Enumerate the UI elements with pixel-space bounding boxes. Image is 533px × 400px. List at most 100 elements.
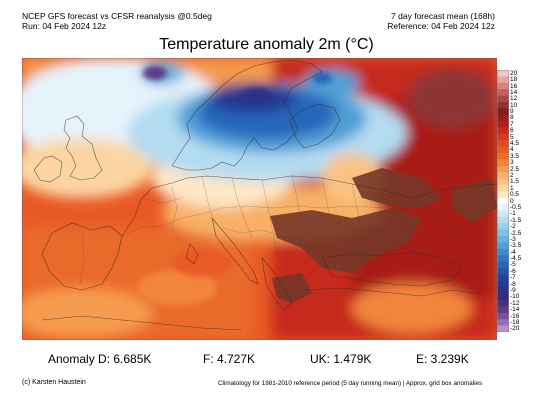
hatch-area-caucasus — [452, 178, 497, 223]
colorbar-tick-label: -7 — [510, 274, 516, 282]
colorbar-cell — [497, 95, 509, 103]
coast-great-britain — [63, 115, 103, 181]
colorbar-cell — [497, 82, 509, 90]
anomaly-uk: UK: 1.479K — [310, 352, 372, 366]
colorbar-tick-label: -1.5 — [510, 216, 522, 224]
colorbar-cell — [497, 204, 509, 211]
coast-ireland — [33, 155, 63, 183]
colorbar-cell — [497, 306, 509, 314]
colorbar-tick-label: -10 — [510, 293, 520, 301]
colorbar-tick-label: -2 — [510, 223, 516, 231]
colorbar-cell — [497, 236, 509, 243]
anomaly-map — [22, 58, 497, 340]
header-left: NCEP GFS forecast vs CFSR reanalysis @0.… — [22, 11, 212, 31]
national-borders — [79, 175, 453, 285]
colorbar-cell — [497, 248, 509, 256]
colorbar-cell — [497, 287, 509, 294]
colorbar-cell — [497, 261, 509, 269]
hatch-area-balkans — [270, 208, 422, 273]
colorbar-cell — [497, 210, 509, 218]
colorbar-cell — [497, 70, 509, 77]
colorbar-tick-label: 7 — [510, 120, 514, 128]
colorbar-tick-label: 1 — [510, 184, 514, 192]
hatch-area-greece — [272, 273, 312, 303]
colorbar-tick-label: -20 — [510, 325, 520, 333]
colorbar — [497, 70, 509, 332]
colorbar-tick-label: -9 — [510, 287, 516, 294]
colorbar-cell — [497, 229, 509, 237]
colorbar-tick-label: -4 — [510, 248, 516, 256]
run-line: Run: 04 Feb 2024 12z — [22, 21, 107, 31]
colorbar-cell — [497, 223, 509, 231]
colorbar-tick-label: -8 — [510, 280, 516, 288]
colorbar-cell — [497, 172, 509, 179]
copyright-credit: (c) Karsten Haustein — [22, 379, 86, 386]
colorbar-frame — [497, 70, 509, 332]
colorbar-cell — [497, 255, 509, 263]
coast-corsica-sardinia — [185, 243, 199, 265]
colorbar-tick-label: 10 — [510, 101, 518, 109]
colorbar-cell — [497, 127, 509, 135]
colorbar-tick-label: 14 — [510, 88, 518, 96]
coast-greece — [261, 257, 293, 311]
colorbar-cell — [497, 89, 509, 96]
colorbar-cell — [497, 101, 509, 109]
colorbar-cell — [497, 312, 509, 320]
climatology-note: Climatology for 1981-2010 reference peri… — [218, 380, 483, 387]
colorbar-tick-label: 9 — [510, 108, 514, 115]
anomaly-spain: E: 3.239K — [416, 352, 469, 366]
colorbar-cell — [497, 133, 509, 141]
colorbar-tick-label: -14 — [510, 306, 520, 314]
colorbar-cell — [497, 185, 509, 192]
strong-anomaly-hatching — [270, 168, 497, 303]
anomaly-germany: Anomaly D: 6.685K — [48, 352, 152, 366]
colorbar-cell — [497, 140, 509, 147]
coast-italy — [211, 217, 259, 285]
colorbar-tick-label: -3.5 — [510, 242, 522, 250]
coast-black-sea — [321, 251, 463, 287]
colorbar-cell — [497, 165, 509, 173]
colorbar-tick-label: 16 — [510, 82, 518, 90]
colorbar-tick-label: -2.5 — [510, 229, 522, 237]
coast-finland — [289, 103, 341, 149]
colorbar-cell — [497, 146, 509, 154]
header-right: 7 day forecast mean (168h) Reference: 04… — [387, 11, 495, 31]
colorbar-tick-label: 3 — [510, 159, 514, 167]
anomaly-france: F: 4.727K — [203, 352, 256, 366]
colorbar-tick-label: 5 — [510, 133, 514, 141]
colorbar-tick-label: -0.5 — [510, 203, 522, 211]
colorbar-cell — [497, 76, 509, 84]
colorbar-tick-label: 6 — [510, 127, 514, 135]
map-title: Temperature anomaly 2m (°C) — [159, 36, 374, 53]
colorbar-tick-label: 4 — [510, 146, 514, 154]
colorbar-cell — [497, 319, 509, 326]
colorbar-tick-label: 3.5 — [510, 152, 520, 160]
colorbar-cell — [497, 216, 509, 224]
colorbar-cell — [497, 121, 509, 128]
colorbar-tick-label: -1 — [510, 210, 516, 218]
colorbar-tick-label: -4.5 — [510, 255, 522, 262]
colorbar-tick-label: -5 — [510, 261, 516, 269]
colorbar-cell — [497, 293, 509, 301]
colorbar-tick-label: -16 — [510, 312, 520, 320]
colorbar-tick-label: -18 — [510, 318, 520, 326]
colorbar-cell — [497, 108, 509, 116]
coast-iberia — [41, 222, 123, 291]
colorbar-tick-label: 20 — [510, 69, 518, 77]
coast-turkey — [301, 287, 483, 297]
colorbar-cell — [497, 191, 509, 199]
colorbar-tick-label: 12 — [510, 95, 518, 103]
colorbar-tick-label: 0.5 — [510, 191, 520, 199]
coast-north-africa — [41, 315, 243, 331]
colorbar-tick-label: 0 — [510, 197, 514, 205]
colorbar-cell — [497, 197, 509, 205]
colorbar-tick-label: 8 — [510, 114, 514, 122]
colorbar-tick-label: 2.5 — [510, 165, 520, 173]
hatch-area-ukraine — [352, 168, 442, 208]
colorbar-tick-label: -6 — [510, 267, 516, 275]
colorbar-tick-label: -12 — [510, 299, 520, 307]
colorbar-cell — [497, 153, 509, 160]
colorbar-cell — [497, 242, 509, 250]
reference-line: Reference: 04 Feb 2024 12z — [387, 21, 495, 31]
colorbar-cell — [497, 159, 509, 167]
